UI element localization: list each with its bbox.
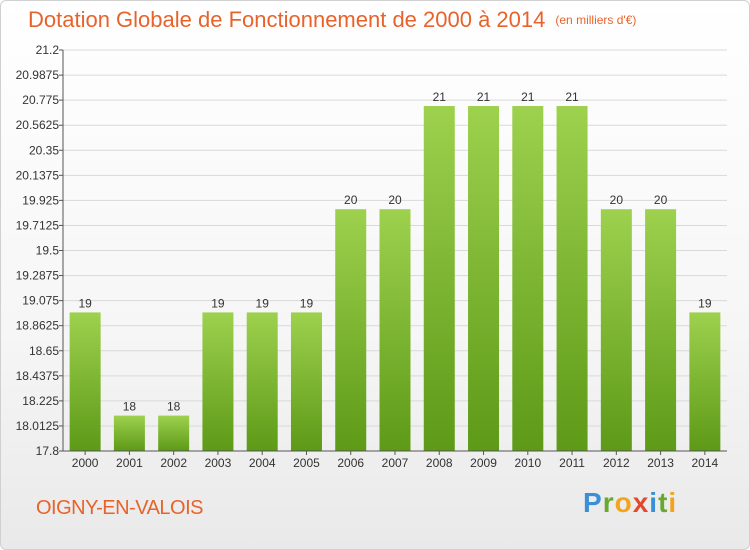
x-tick-label: 2005 bbox=[293, 456, 320, 470]
bar bbox=[423, 106, 455, 451]
x-tick-label: 2013 bbox=[647, 456, 674, 470]
logo-letter: r bbox=[602, 487, 615, 518]
bar-value-label: 18 bbox=[123, 400, 137, 414]
y-tick-label: 20.5625 bbox=[16, 118, 60, 132]
bar bbox=[113, 415, 145, 451]
bar bbox=[379, 209, 411, 451]
logo-letter: o bbox=[614, 487, 633, 518]
unit-note: (en milliers d'€) bbox=[555, 13, 637, 27]
bar-value-label: 20 bbox=[654, 193, 668, 207]
bar-value-label: 21 bbox=[565, 90, 579, 104]
bar bbox=[335, 209, 367, 451]
bar-value-label: 20 bbox=[344, 193, 358, 207]
bar bbox=[69, 312, 101, 451]
bar bbox=[512, 106, 544, 451]
y-tick-label: 19.925 bbox=[22, 193, 59, 207]
bar-value-label: 21 bbox=[521, 90, 535, 104]
x-tick-label: 2001 bbox=[116, 456, 143, 470]
logo-letter: t bbox=[658, 487, 669, 518]
y-tick-label: 20.1375 bbox=[16, 168, 60, 182]
proxiti-logo: Proxiti bbox=[583, 487, 677, 519]
bar bbox=[689, 312, 721, 451]
y-tick-label: 20.9875 bbox=[16, 68, 60, 82]
bar bbox=[290, 312, 322, 451]
logo-letter: i bbox=[649, 487, 659, 518]
bar bbox=[158, 415, 190, 451]
y-tick-label: 19.075 bbox=[22, 294, 59, 308]
x-tick-label: 2007 bbox=[382, 456, 409, 470]
y-tick-label: 19.2875 bbox=[16, 269, 60, 283]
x-tick-label: 2000 bbox=[72, 456, 99, 470]
chart-title-text: Dotation Globale de Fonctionnement de 20… bbox=[28, 7, 546, 32]
y-tick-label: 18.4375 bbox=[16, 369, 60, 383]
bar-value-label: 20 bbox=[610, 193, 624, 207]
bar bbox=[600, 209, 632, 451]
bars: 19 18 18 19 19 19 20 20 21 21 21 21 20 20 19 bbox=[69, 90, 721, 451]
x-tick-label: 2009 bbox=[470, 456, 497, 470]
x-tick-label: 2003 bbox=[205, 456, 232, 470]
x-tick-label: 2012 bbox=[603, 456, 630, 470]
x-tick-label: 2008 bbox=[426, 456, 453, 470]
bar bbox=[246, 312, 278, 451]
bar-value-label: 19 bbox=[300, 296, 314, 310]
logo-letter: P bbox=[583, 487, 603, 518]
bar bbox=[202, 312, 234, 451]
bar-value-label: 21 bbox=[477, 90, 491, 104]
y-tick-label: 18.8625 bbox=[16, 319, 60, 333]
y-tick-label: 17.8 bbox=[36, 444, 60, 458]
commune-name: OIGNY-EN-VALOIS bbox=[36, 497, 204, 519]
chart-title: Dotation Globale de Fonctionnement de 20… bbox=[28, 7, 636, 33]
bar-value-label: 19 bbox=[698, 296, 712, 310]
y-tick-label: 20.35 bbox=[29, 143, 59, 157]
axes bbox=[62, 50, 727, 452]
logo-letter: i bbox=[668, 487, 678, 518]
x-tick-label: 2002 bbox=[160, 456, 187, 470]
bar-value-label: 20 bbox=[388, 193, 402, 207]
y-tick-label: 20.775 bbox=[22, 93, 59, 107]
y-tick-label: 18.0125 bbox=[16, 419, 60, 433]
bar-value-label: 19 bbox=[211, 296, 225, 310]
x-tick-label: 2011 bbox=[559, 456, 585, 470]
logo-letter: x bbox=[632, 487, 650, 518]
bar-value-label: 19 bbox=[256, 296, 270, 310]
x-tick-label: 2004 bbox=[249, 456, 276, 470]
y-tick-label: 18.225 bbox=[22, 394, 59, 408]
y-tick-label: 21.2 bbox=[36, 43, 60, 57]
bar bbox=[556, 106, 588, 451]
bar-value-label: 18 bbox=[167, 400, 181, 414]
bar bbox=[468, 106, 500, 451]
x-tick-label: 2006 bbox=[337, 456, 364, 470]
x-axis-ticks: 2000 2001 2002 2003 2004 2005 2006 2007 2008 2009… bbox=[72, 451, 719, 470]
x-tick-label: 2014 bbox=[692, 456, 719, 470]
bar bbox=[645, 209, 677, 451]
bar-value-label: 19 bbox=[78, 296, 92, 310]
y-tick-label: 19.7125 bbox=[16, 218, 60, 232]
y-tick-label: 18.65 bbox=[29, 344, 59, 358]
y-axis-ticks: 17.8 18.0125 18.225 18.4375 18.65 18.8625 19.0… bbox=[16, 43, 63, 458]
x-tick-label: 2010 bbox=[514, 456, 541, 470]
bar-value-label: 21 bbox=[433, 90, 447, 104]
y-tick-label: 19.5 bbox=[36, 244, 60, 258]
